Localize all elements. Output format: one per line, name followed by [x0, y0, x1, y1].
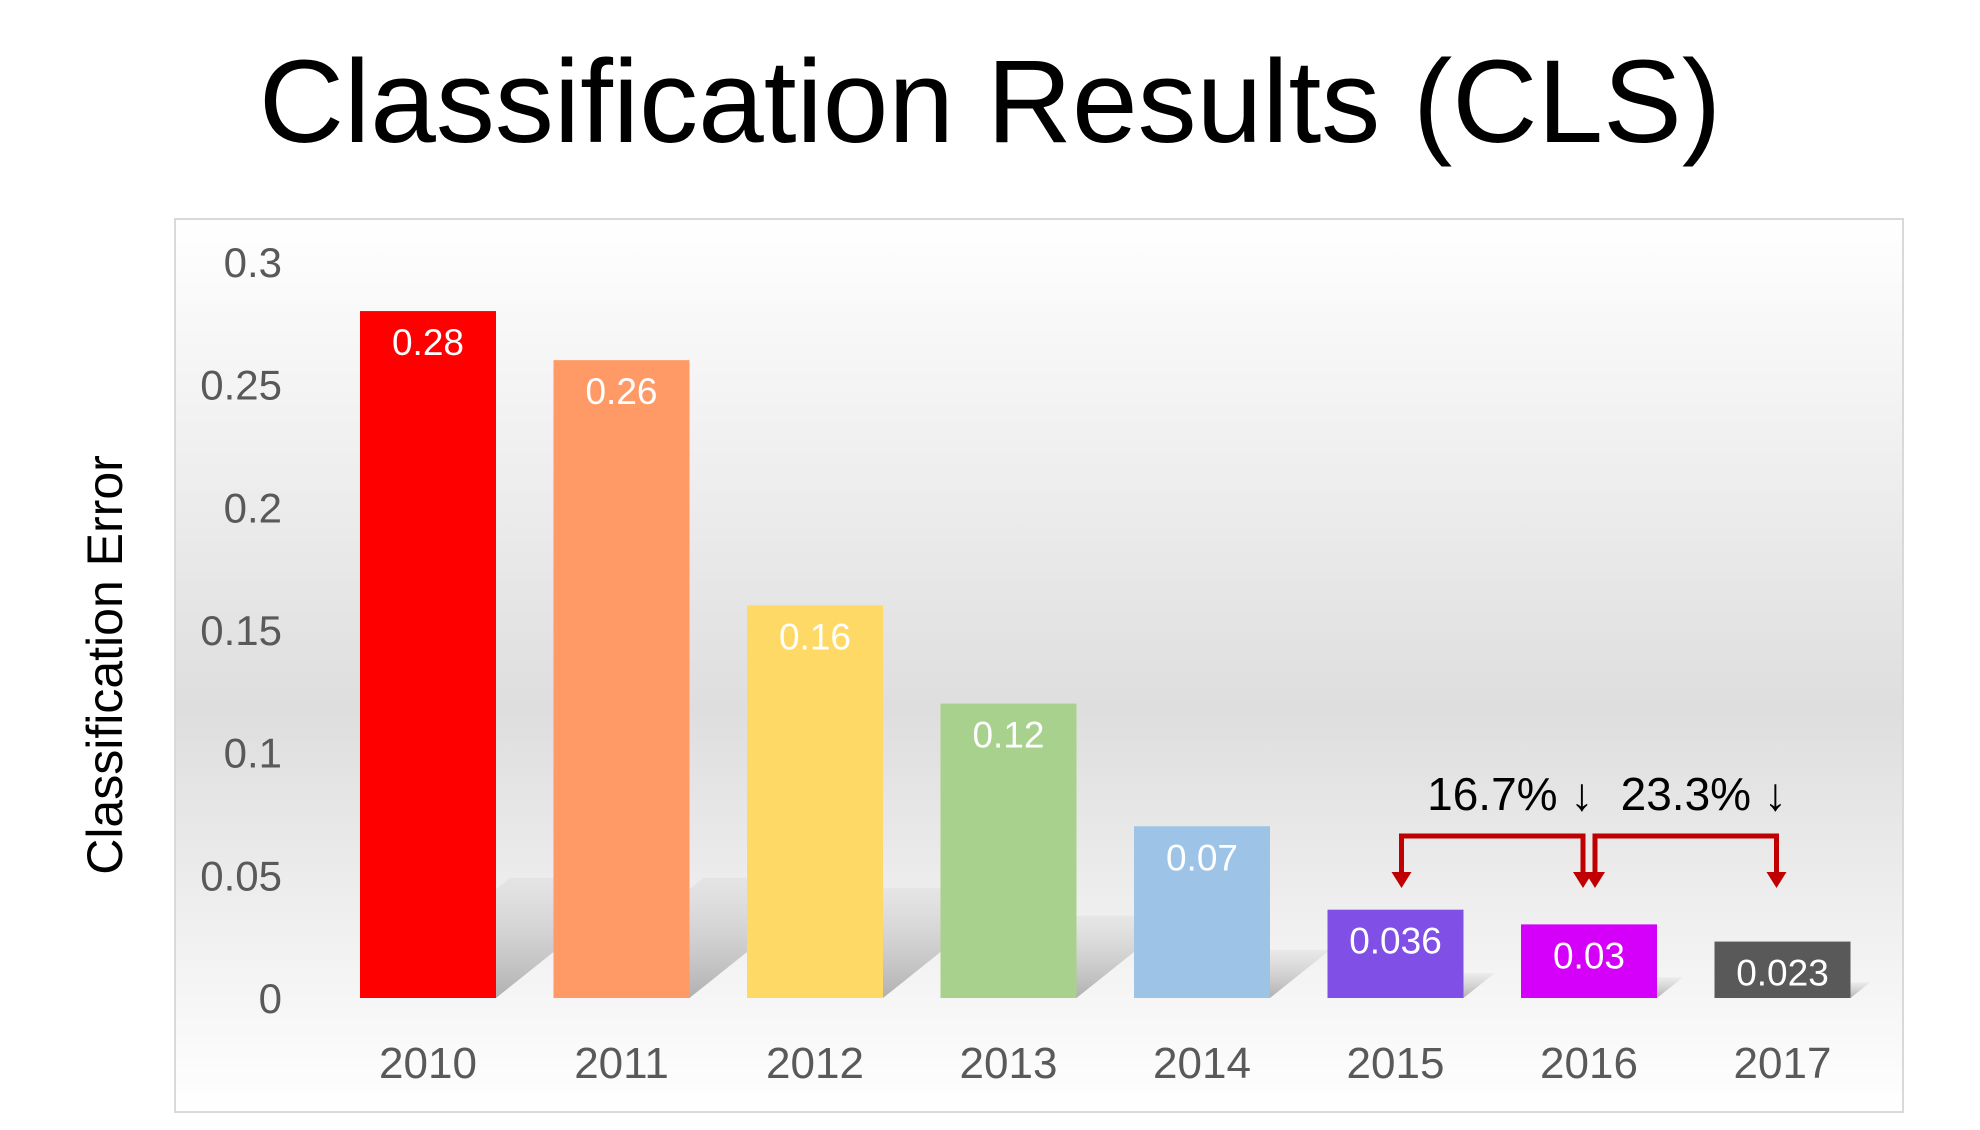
- y-tick-label: 0: [259, 975, 282, 1022]
- x-tick-label: 2017: [1734, 1039, 1832, 1088]
- x-tick-label: 2012: [766, 1039, 864, 1088]
- bar-2014: [1134, 826, 1270, 998]
- y-tick-label: 0.05: [200, 852, 282, 899]
- x-tick-label: 2010: [379, 1039, 477, 1088]
- bar-value-label: 0.16: [779, 616, 851, 657]
- bar-2017: [1714, 941, 1851, 998]
- bar-value-label: 0.07: [1166, 837, 1238, 878]
- arrow-head: [1391, 872, 1412, 888]
- reduction-label: 16.7% ↓: [1427, 768, 1593, 820]
- bar-value-label: 0.28: [392, 322, 464, 363]
- bar-2015: [1327, 909, 1464, 998]
- reduction-label: 23.3% ↓: [1621, 768, 1787, 820]
- y-tick-label: 0.3: [224, 239, 282, 286]
- bar-value-label: 0.036: [1349, 921, 1442, 962]
- reduction-annotation: 23.3% ↓: [1585, 768, 1787, 888]
- bar-2016: [1521, 924, 1657, 998]
- bracket-line: [1592, 833, 1779, 876]
- bar-value-label: 0.12: [972, 715, 1044, 756]
- reduction-annotation: 16.7% ↓: [1391, 768, 1593, 888]
- bar-value-label: 0.023: [1736, 953, 1829, 994]
- arrow-head: [1766, 872, 1787, 888]
- x-tick-label: 2014: [1153, 1039, 1251, 1088]
- bar-2012: [747, 605, 883, 998]
- bar-2011: [553, 360, 690, 999]
- arrow-head: [1585, 872, 1605, 888]
- bar-2010: [360, 311, 496, 999]
- chart-title: Classification Results (CLS): [258, 36, 1722, 168]
- x-tick-label: 2011: [574, 1039, 669, 1088]
- y-tick-label: 0.1: [224, 730, 282, 777]
- x-tick-label: 2016: [1540, 1039, 1638, 1088]
- y-tick-label: 0.25: [200, 362, 282, 409]
- y-tick-label: 0.15: [200, 607, 282, 654]
- x-tick-label: 2015: [1347, 1039, 1445, 1088]
- y-tick-label: 0.2: [224, 484, 282, 531]
- bracket-line: [1399, 833, 1586, 876]
- bar-value-label: 0.03: [1553, 935, 1625, 976]
- x-tick-label: 2013: [960, 1039, 1058, 1088]
- bar-2013: [940, 703, 1077, 998]
- bar-value-label: 0.26: [585, 371, 657, 412]
